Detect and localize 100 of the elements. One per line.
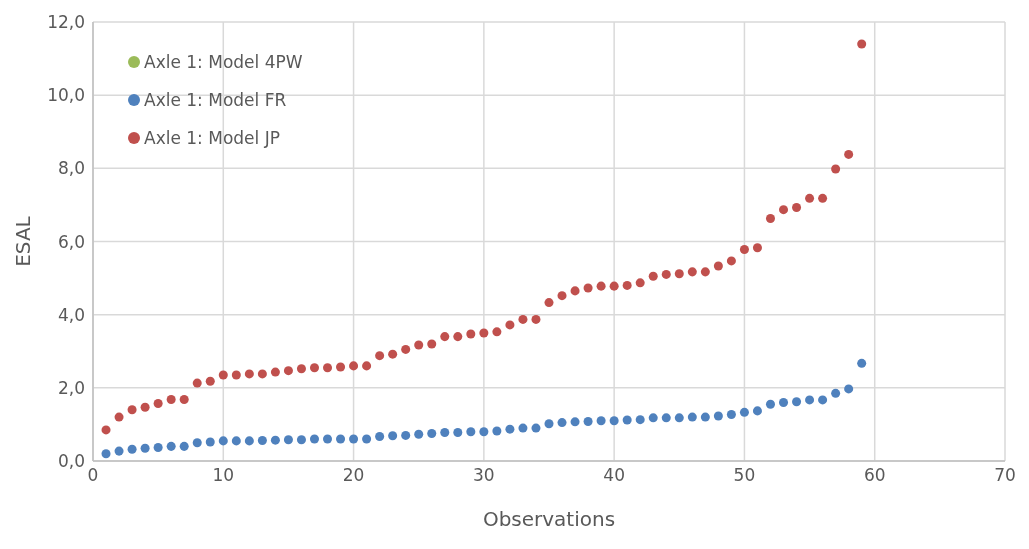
point <box>153 442 163 452</box>
point <box>388 349 398 359</box>
point <box>283 435 293 445</box>
point <box>531 314 541 324</box>
point <box>153 399 163 409</box>
point <box>336 362 346 372</box>
point <box>622 280 632 290</box>
point <box>114 446 124 456</box>
point <box>257 436 267 446</box>
y-axis-title: ESAL <box>11 215 36 267</box>
point <box>635 278 645 288</box>
point <box>270 435 280 445</box>
point <box>544 298 554 308</box>
point <box>466 427 476 437</box>
point <box>792 202 802 212</box>
x-tick-label: 40 <box>603 465 625 486</box>
point <box>440 427 450 437</box>
point <box>362 434 372 444</box>
point <box>127 405 137 415</box>
point <box>336 434 346 444</box>
point <box>583 283 593 293</box>
point <box>635 415 645 425</box>
point <box>570 417 580 427</box>
point <box>127 444 137 454</box>
x-tick-label: 20 <box>342 465 365 486</box>
point <box>244 436 254 446</box>
point <box>505 320 515 330</box>
point <box>805 193 815 203</box>
point <box>375 351 385 361</box>
x-tick-label: 70 <box>994 465 1016 486</box>
point <box>648 271 658 281</box>
x-axis-title: Observations <box>482 507 616 531</box>
point <box>779 205 789 215</box>
y-tick-label: 10,0 <box>47 85 85 106</box>
point <box>296 435 306 445</box>
point <box>349 434 359 444</box>
x-tick-label: 50 <box>733 465 756 486</box>
x-tick-label: 30 <box>473 465 495 486</box>
legend-label: Axle 1: Model JP <box>144 128 280 148</box>
point <box>101 425 111 435</box>
point <box>818 395 828 405</box>
point <box>648 413 658 423</box>
y-tick-label: 12,0 <box>47 12 85 33</box>
point <box>192 438 202 448</box>
point <box>401 430 411 440</box>
point <box>166 441 176 451</box>
point <box>479 328 489 338</box>
point <box>140 402 150 412</box>
point <box>661 269 671 279</box>
point <box>583 416 593 426</box>
point <box>205 437 215 447</box>
point <box>440 332 450 342</box>
point <box>479 427 489 437</box>
point <box>427 429 437 439</box>
point <box>805 395 815 405</box>
point <box>857 358 867 368</box>
point <box>101 449 111 459</box>
point <box>739 245 749 255</box>
x-tick-label: 0 <box>87 465 99 486</box>
legend-label: Axle 1: Model 4PW <box>144 52 303 72</box>
point <box>674 413 684 423</box>
y-tick-label: 6,0 <box>57 231 85 252</box>
point <box>687 267 697 277</box>
point <box>609 281 619 291</box>
x-tick-label: 60 <box>863 465 886 486</box>
point <box>140 443 150 453</box>
point <box>713 411 723 421</box>
point <box>309 363 319 373</box>
point <box>739 407 749 417</box>
point <box>765 213 775 223</box>
point <box>531 423 541 433</box>
point <box>270 367 280 377</box>
point <box>427 339 437 349</box>
point <box>674 269 684 279</box>
y-tick-label: 2,0 <box>57 377 85 398</box>
point <box>414 340 424 350</box>
point <box>557 418 567 428</box>
point <box>257 369 267 379</box>
point <box>752 243 762 253</box>
point <box>218 436 228 446</box>
point <box>700 412 710 422</box>
point <box>596 416 606 426</box>
point <box>661 413 671 423</box>
point <box>518 423 528 433</box>
point <box>414 429 424 439</box>
point <box>596 281 606 291</box>
point <box>831 164 841 174</box>
point <box>231 436 241 446</box>
y-tick-label: 8,0 <box>57 158 85 179</box>
point <box>323 363 333 373</box>
point <box>752 406 762 416</box>
point <box>296 364 306 374</box>
y-tick-label: 4,0 <box>57 304 85 325</box>
point <box>844 149 854 159</box>
point <box>114 412 124 422</box>
point <box>453 427 463 437</box>
legend-label: Axle 1: Model FR <box>144 90 287 110</box>
point <box>726 256 736 266</box>
point <box>557 291 567 301</box>
point <box>309 434 319 444</box>
